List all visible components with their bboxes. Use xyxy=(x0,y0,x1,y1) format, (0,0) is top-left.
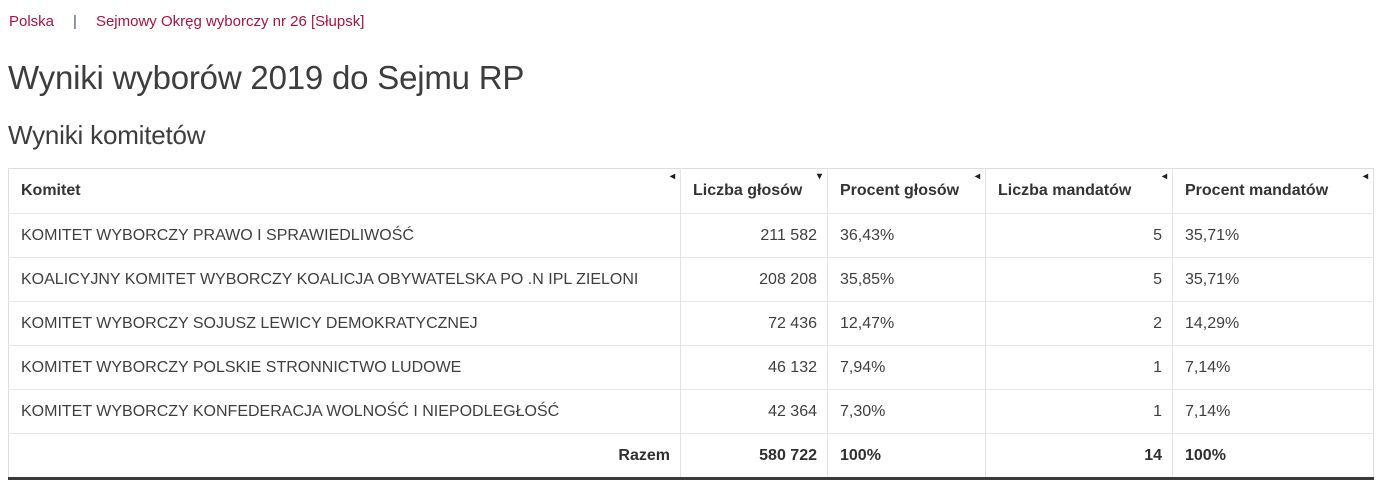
cell-votes-pct: 12,47% xyxy=(827,301,986,346)
cell-votes: 211 582 xyxy=(680,213,828,258)
total-mandates: 14 xyxy=(985,433,1173,479)
breadcrumb: Polska | Sejmowy Okręg wyborczy nr 26 [S… xyxy=(8,13,1373,30)
sort-icon-procent-glosow: ◂ xyxy=(974,171,980,182)
breadcrumb-link-polska[interactable]: Polska xyxy=(9,13,55,30)
column-header-label: Liczba głosów xyxy=(693,182,803,199)
results-table: Komitet ◂ Liczba głosów ▾ Procent głosów… xyxy=(8,168,1374,480)
cell-votes-pct: 36,43% xyxy=(827,213,986,258)
cell-votes: 72 436 xyxy=(680,301,828,346)
cell-mandates: 5 xyxy=(985,213,1173,258)
cell-mandates-pct: 7,14% xyxy=(1185,358,1231,376)
cell-committee: KOMITET WYBORCZY PRAWO I SPRAWIEDLIWOŚĆ xyxy=(8,213,681,258)
column-header-procent-glosow[interactable]: Procent głosów ◂ xyxy=(827,168,986,214)
page-container: Polska | Sejmowy Okręg wyborczy nr 26 [S… xyxy=(8,13,1374,480)
cell-mandates-pct: 35,71% xyxy=(1185,226,1240,244)
total-votes: 580 722 xyxy=(680,433,828,479)
cell-committee: KOMITET WYBORCZY SOJUSZ LEWICY DEMOKRATY… xyxy=(8,301,681,346)
sort-icon-procent-mandatow: ◂ xyxy=(1362,171,1368,182)
table-row: KOALICYJNY KOMITET WYBORCZY KOALICJA OBY… xyxy=(8,257,1374,302)
cell-mandates: 5 xyxy=(985,257,1173,302)
cell-votes-pct: 35,85% xyxy=(827,257,986,302)
column-header-label: Procent głosów xyxy=(840,182,960,199)
column-header-liczba-glosow[interactable]: Liczba głosów ▾ xyxy=(680,168,828,214)
cell-committee: KOMITET WYBORCZY POLSKIE STRONNICTWO LUD… xyxy=(8,345,681,390)
cell-mandates: 1 xyxy=(985,389,1173,434)
column-header-label: Procent mandatów xyxy=(1185,182,1329,199)
sort-icon-liczba-mandatow: ◂ xyxy=(1161,171,1167,182)
column-header-label: Liczba mandatów xyxy=(998,182,1132,199)
cell-mandates: 2 xyxy=(985,301,1173,346)
page-title: Wyniki wyborów 2019 do Sejmu RP xyxy=(8,59,525,96)
cell-committee: KOMITET WYBORCZY KONFEDERACJA WOLNOŚĆ I … xyxy=(8,389,681,434)
cell-votes-pct: 7,94% xyxy=(827,345,986,390)
table-row: KOMITET WYBORCZY PRAWO I SPRAWIEDLIWOŚĆ … xyxy=(8,213,1374,258)
column-header-liczba-mandatow[interactable]: Liczba mandatów ◂ xyxy=(985,168,1173,214)
sort-icon-komitet: ◂ xyxy=(669,171,675,182)
total-votes-pct: 100% xyxy=(827,433,986,479)
cell-mandates: 1 xyxy=(985,345,1173,390)
column-header-komitet[interactable]: Komitet ◂ xyxy=(8,168,681,214)
cell-votes: 208 208 xyxy=(680,257,828,302)
table-total-row: Razem 580 722 100% 14 100% xyxy=(8,433,1374,479)
table-row: KOMITET WYBORCZY KONFEDERACJA WOLNOŚĆ I … xyxy=(8,389,1374,434)
cell-votes: 46 132 xyxy=(680,345,828,390)
total-label: Razem xyxy=(8,433,681,479)
cell-mandates-pct: 35,71% xyxy=(1185,270,1240,288)
table-row: KOMITET WYBORCZY POLSKIE STRONNICTWO LUD… xyxy=(8,345,1374,390)
cell-votes-pct: 7,30% xyxy=(827,389,986,434)
table-header-row: Komitet ◂ Liczba głosów ▾ Procent głosów… xyxy=(8,168,1374,214)
cell-mandates-pct: 7,14% xyxy=(1185,402,1231,420)
cell-committee: KOALICYJNY KOMITET WYBORCZY KOALICJA OBY… xyxy=(8,257,681,302)
table-row: KOMITET WYBORCZY SOJUSZ LEWICY DEMOKRATY… xyxy=(8,301,1374,346)
cell-mandates-pct: 14,29% xyxy=(1185,314,1240,332)
cell-votes: 42 364 xyxy=(680,389,828,434)
breadcrumb-separator: | xyxy=(73,13,77,30)
column-header-procent-mandatow[interactable]: Procent mandatów ◂ xyxy=(1172,168,1374,214)
section-title: Wyniki komitetów xyxy=(8,120,206,150)
total-mandates-pct: 100% xyxy=(1185,446,1226,464)
breadcrumb-link-okreg-26-slupsk[interactable]: Sejmowy Okręg wyborczy nr 26 [Słupsk] xyxy=(95,13,365,30)
column-header-label: Komitet xyxy=(21,182,81,199)
sort-desc-icon-liczba-glosow: ▾ xyxy=(816,171,822,182)
